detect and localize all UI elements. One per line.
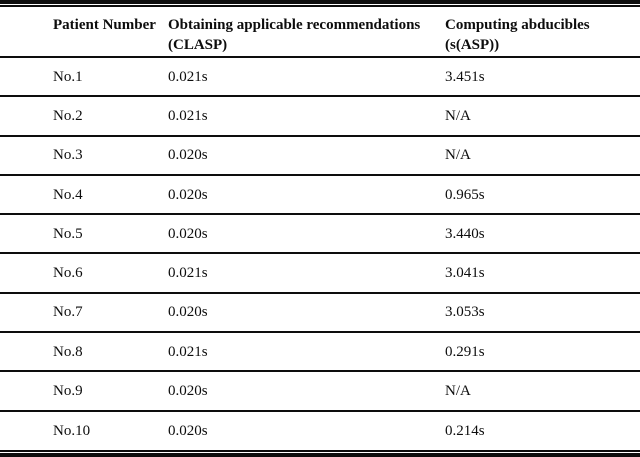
top-rule-thin [0,5,640,7]
top-rule-gap [0,4,640,5]
patient-number-cell: No.4 [0,173,168,215]
header-sasp-line2: (s(ASP)) [445,37,500,53]
clasp-time-cell: 0.020s [168,370,445,411]
sasp-time-cell: N/A [445,134,640,175]
header-clasp-line1: Obtaining applicable recommendations [168,17,421,33]
patient-number-cell: No.8 [0,331,168,372]
sasp-time-cell: N/A [445,370,640,411]
patient-number-cell: No.9 [0,370,168,411]
clasp-time-cell: 0.020s [168,134,445,175]
top-rule-thick [0,0,640,4]
header-clasp-line2: (CLASP) [168,37,228,53]
header-patient-number: Patient Number [0,7,168,57]
patient-number-cell: No.2 [0,95,168,136]
header-sasp-line1: Computing abducibles [445,17,590,33]
table-row: No.8 0.021s 0.291s [0,331,640,372]
sasp-time-cell: 0.214s [445,409,640,450]
sasp-time-cell: N/A [445,95,640,136]
table-row: No.1 0.021s 3.451s [0,55,640,97]
table-row: No.9 0.020s N/A [0,370,640,411]
clasp-time-cell: 0.020s [168,291,445,333]
table-header: Patient Number Obtaining applicable reco… [0,7,640,57]
table-row: No.2 0.021s N/A [0,95,640,136]
clasp-time-cell: 0.021s [168,55,445,97]
patient-number-cell: No.6 [0,252,168,293]
bottom-rule-thin [0,450,640,452]
clasp-time-cell: 0.020s [168,409,445,450]
patient-number-cell: No.3 [0,134,168,175]
table-row: No.5 0.020s 3.440s [0,213,640,254]
patient-timing-table: Patient Number Obtaining applicable reco… [0,7,640,450]
sasp-time-cell: 3.053s [445,291,640,333]
sasp-time-cell: 3.440s [445,213,640,254]
bottom-rule-gap [0,452,640,453]
clasp-time-cell: 0.021s [168,95,445,136]
clasp-time-cell: 0.020s [168,213,445,254]
clasp-time-cell: 0.020s [168,173,445,215]
table-row: No.7 0.020s 3.053s [0,291,640,333]
patient-number-cell: No.1 [0,55,168,97]
table-row: No.4 0.020s 0.965s [0,173,640,215]
table-row: No.3 0.020s N/A [0,134,640,175]
header-patient-number-line1: Patient Number [53,17,156,33]
sasp-time-cell: 3.451s [445,55,640,97]
table-body: No.1 0.021s 3.451s No.2 0.021s N/A No.3 … [0,55,640,450]
sasp-time-cell: 0.291s [445,331,640,372]
table-row: No.6 0.021s 3.041s [0,252,640,293]
table-row: No.10 0.020s 0.214s [0,409,640,450]
header-clasp-time: Obtaining applicable recommendations (CL… [168,7,445,57]
sasp-time-cell: 3.041s [445,252,640,293]
header-row: Patient Number Obtaining applicable reco… [0,7,640,57]
bottom-rule-thick [0,453,640,457]
patient-number-cell: No.5 [0,213,168,254]
sasp-time-cell: 0.965s [445,173,640,215]
patient-number-cell: No.7 [0,291,168,333]
clasp-time-cell: 0.021s [168,331,445,372]
header-sasp-time: Computing abducibles (s(ASP)) [445,7,640,57]
clasp-time-cell: 0.021s [168,252,445,293]
patient-number-cell: No.10 [0,409,168,450]
